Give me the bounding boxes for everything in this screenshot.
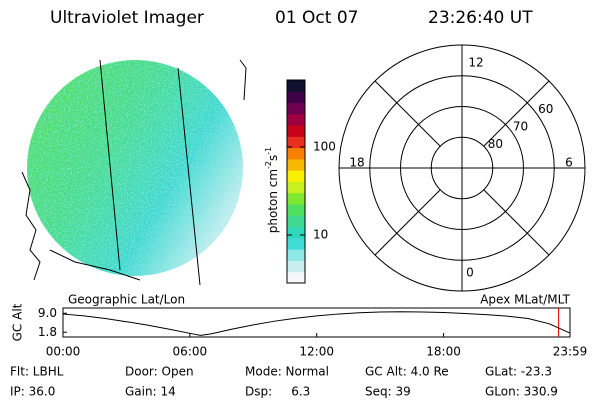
color-step xyxy=(287,147,305,160)
color-step xyxy=(287,158,305,171)
mlt-label: 0 xyxy=(466,266,474,280)
colorbar-label: photon cm-2s-1 xyxy=(264,147,280,234)
color-step xyxy=(287,192,305,205)
status-field: Flt: LBHL xyxy=(10,365,64,379)
title: Ultraviolet Imager xyxy=(50,8,204,28)
meridian xyxy=(99,59,121,271)
status-field: Seq: 39 xyxy=(365,385,411,399)
label-part: s xyxy=(266,155,280,161)
coastline xyxy=(239,59,247,101)
x-tick-label: 18:00 xyxy=(426,345,461,359)
label-part: photon cm xyxy=(266,169,280,233)
colorbar-tick-label: 100 xyxy=(313,139,336,153)
lat-label: 70 xyxy=(513,119,528,133)
mlt-label: 6 xyxy=(565,156,573,170)
colorbar: 10 100 xyxy=(286,79,336,284)
x-tick-label: 23:59 xyxy=(553,345,588,359)
lat-ring xyxy=(369,75,555,261)
date: 01 Oct 07 xyxy=(275,8,358,28)
color-step xyxy=(287,260,305,273)
status-field: GLat: -23.3 xyxy=(485,365,552,379)
status-field: Mode: Normal xyxy=(245,365,329,379)
image-disk xyxy=(27,60,243,276)
x-tick-label: 06:00 xyxy=(173,345,208,359)
label-sup: -1 xyxy=(264,147,273,155)
y-tick-label: 1.8 xyxy=(38,325,57,339)
x-tick-label: 12:00 xyxy=(299,345,334,359)
color-step xyxy=(287,91,305,104)
status-field: IP: 36.0 xyxy=(10,385,55,399)
altitude-curve xyxy=(62,311,571,336)
label-sup: -2 xyxy=(264,161,273,169)
lat-label: 60 xyxy=(538,102,553,116)
diagonal xyxy=(374,189,441,256)
y-tick-label: 9.0 xyxy=(38,306,57,320)
color-step xyxy=(287,181,305,194)
coastline xyxy=(49,249,141,281)
color-step xyxy=(287,113,305,126)
plot-title-right: Apex MLat/MLT xyxy=(480,293,570,307)
y-axis-label: GC Alt xyxy=(11,303,25,341)
status-field: Door: Open xyxy=(125,365,194,379)
status-field: GLon: 330.9 xyxy=(485,385,558,399)
color-step xyxy=(287,136,305,149)
plot-title-left: Geographic Lat/Lon xyxy=(68,293,185,307)
color-step xyxy=(287,249,305,261)
color-step xyxy=(287,204,305,216)
plot-frame xyxy=(62,307,571,338)
lat-ring xyxy=(400,106,524,230)
lat-ring xyxy=(430,136,494,200)
diagonal xyxy=(374,80,441,147)
altitude-plot: Geographic Lat/Lon Apex MLat/MLT GC Alt 9.0… xyxy=(11,293,588,359)
color-step xyxy=(287,271,305,284)
time: 23:26:40 UT xyxy=(428,8,533,28)
color-step xyxy=(287,226,305,239)
coastline xyxy=(21,171,41,281)
mlt-label: 12 xyxy=(468,56,483,70)
status-field: Gain: 14 xyxy=(125,385,176,399)
status-field: GC Alt: 4.0 Re xyxy=(365,365,449,379)
image-panel xyxy=(21,59,247,285)
diagonal xyxy=(483,80,550,147)
meridian xyxy=(177,67,201,285)
x-tick-label: 00:00 xyxy=(46,345,81,359)
lat-label: 80 xyxy=(488,137,503,151)
colorbar-frame xyxy=(286,79,306,284)
color-step xyxy=(287,125,305,137)
colorbar-tick-label: 10 xyxy=(313,227,328,241)
color-step xyxy=(287,80,305,92)
mlt-label: 18 xyxy=(349,156,364,170)
color-step xyxy=(287,102,305,115)
color-step xyxy=(287,215,305,228)
color-step xyxy=(287,170,305,182)
color-step xyxy=(287,237,305,250)
diagonal xyxy=(483,189,550,256)
status-field: Dsp: 6.3 xyxy=(245,385,310,399)
footer: Flt: LBHL Door: Open Mode: Normal GC Alt: 4… xyxy=(10,365,558,399)
